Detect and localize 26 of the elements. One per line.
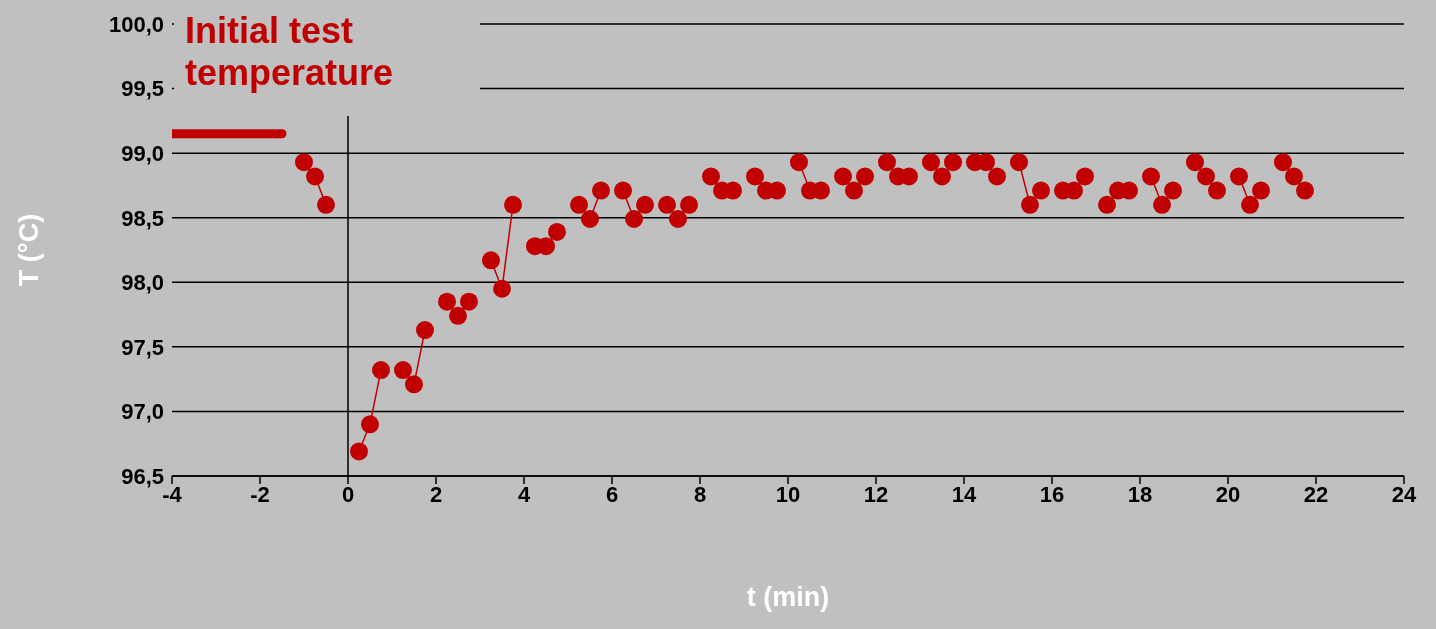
x-tick-label: 22 [1303, 481, 1329, 507]
x-tick-label: 18 [1127, 481, 1153, 507]
y-tick-label: 96,5 [121, 463, 164, 489]
x-tick-label: 4 [517, 481, 531, 507]
x-tick-label: 14 [951, 481, 977, 507]
x-tick-label: 8 [693, 481, 707, 507]
y-tick-label: 97,0 [121, 399, 164, 425]
x-tick-label: 12 [863, 481, 889, 507]
series-label: Initial test temperature [185, 10, 395, 94]
y-tick-label: 98,5 [121, 205, 164, 231]
x-tick-label: -4 [162, 481, 183, 507]
x-axis-title: t (min) [746, 582, 830, 612]
x-tick-label: 10 [775, 481, 801, 507]
y-tick-label: 100,0 [108, 11, 164, 37]
x-tick-label: -2 [250, 481, 270, 507]
y-tick-label: 99,0 [121, 140, 164, 166]
y-axis-title: T (°C) [13, 213, 44, 287]
x-tick-label: 16 [1039, 481, 1065, 507]
x-tick-label: 0 [341, 481, 355, 507]
y-tick-label: 97,5 [121, 334, 164, 360]
x-tick-label: 20 [1215, 481, 1241, 507]
y-tick-label: 99,5 [121, 76, 164, 102]
x-tick-label: 2 [429, 481, 443, 507]
y-tick-label: 98,0 [121, 270, 164, 296]
x-tick-label: 6 [605, 481, 619, 507]
x-tick-label: 24 [1391, 481, 1417, 507]
